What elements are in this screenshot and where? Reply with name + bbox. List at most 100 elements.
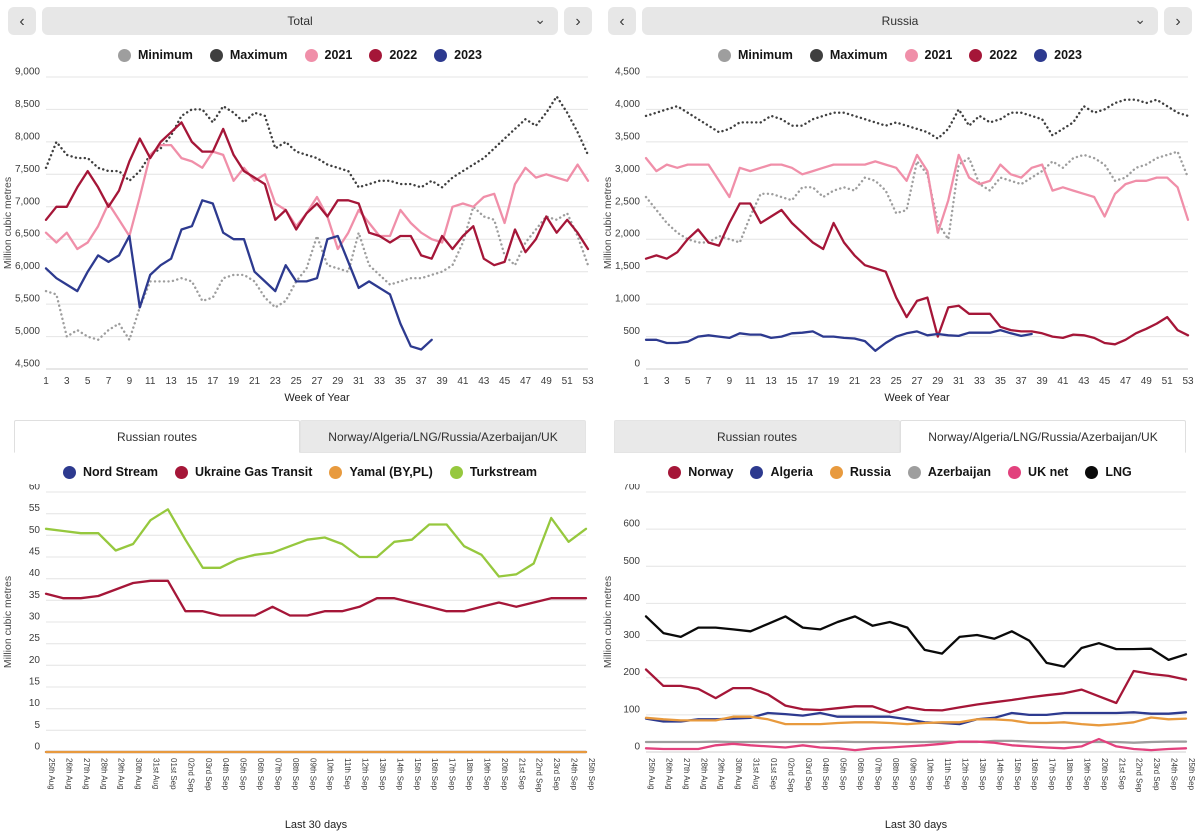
svg-text:5,000: 5,000 <box>15 326 40 337</box>
svg-text:11th Sep: 11th Sep <box>343 758 352 790</box>
svg-text:29th Aug: 29th Aug <box>117 758 126 790</box>
svg-text:18th Sep: 18th Sep <box>465 758 474 791</box>
chart-canvas-russia: 0 500 1,000 1,500 2,000 2,500 3,000 3,500 4,000 4… <box>602 67 1194 404</box>
legend-item-label: Norway <box>688 465 734 479</box>
region-dropdown-russia[interactable]: Russia ⌄ <box>642 7 1158 35</box>
svg-text:5: 5 <box>85 376 91 387</box>
chart-canvas-routes: 0 5 10 15 20 25 30 35 40 45 50 55 60 25th Aug 26th Aug… <box>2 484 596 831</box>
svg-text:1: 1 <box>43 376 49 387</box>
legend-item[interactable]: Turkstream <box>449 465 537 479</box>
legend-item[interactable]: 2023 <box>434 48 482 62</box>
svg-text:16th Sep: 16th Sep <box>430 758 439 791</box>
panel-sources: Russian routes Norway/Algeria/LNG/Russia… <box>600 420 1200 835</box>
tab-norway-algeria-lng[interactable]: Norway/Algeria/LNG/Russia/Azerbaijan/UK <box>900 420 1186 453</box>
svg-text:4,000: 4,000 <box>615 99 640 110</box>
svg-text:49: 49 <box>541 376 553 387</box>
next-region-button[interactable]: › <box>1164 7 1192 35</box>
legend-item-label: Azerbaijan <box>927 465 992 479</box>
svg-text:07th Sep: 07th Sep <box>274 758 283 791</box>
svg-text:37: 37 <box>1016 376 1028 387</box>
legend-item[interactable]: UK net <box>1008 465 1068 479</box>
legend-item[interactable]: Ukraine Gas Transit <box>175 465 312 479</box>
prev-region-button[interactable]: ‹ <box>8 7 36 35</box>
svg-text:3: 3 <box>64 376 70 387</box>
legend-item-label: 2022 <box>989 48 1018 62</box>
svg-text:10th Sep: 10th Sep <box>926 758 935 791</box>
legend-dot-icon <box>1034 48 1048 62</box>
svg-text:0: 0 <box>634 742 640 753</box>
svg-text:6,000: 6,000 <box>15 261 40 272</box>
legend-item[interactable]: Minimum <box>118 48 193 62</box>
svg-text:08th Sep: 08th Sep <box>291 758 300 791</box>
svg-text:200: 200 <box>623 667 640 678</box>
svg-text:2,000: 2,000 <box>615 229 640 240</box>
svg-text:27th Aug: 27th Aug <box>682 758 691 790</box>
svg-text:31st Aug: 31st Aug <box>152 758 161 789</box>
legend-item[interactable]: 2021 <box>304 48 353 62</box>
legend-dot-icon <box>329 465 343 479</box>
legend-item[interactable]: 2023 <box>1034 48 1082 62</box>
tab-russian-routes[interactable]: Russian routes <box>14 420 300 453</box>
svg-text:33: 33 <box>974 376 986 387</box>
legend-item[interactable]: Russia <box>829 465 891 479</box>
legend-item[interactable]: Maximum <box>809 48 888 62</box>
svg-text:15: 15 <box>786 376 798 387</box>
svg-text:21st Sep: 21st Sep <box>517 758 526 790</box>
svg-text:31st Aug: 31st Aug <box>752 758 761 789</box>
legend-item[interactable]: Maximum <box>209 48 288 62</box>
svg-text:04th Sep: 04th Sep <box>221 758 230 791</box>
svg-text:9: 9 <box>727 376 733 387</box>
svg-text:17th Sep: 17th Sep <box>448 758 457 791</box>
region-dropdown-value: Total <box>287 14 313 28</box>
legend-item[interactable]: LNG <box>1085 465 1132 479</box>
region-dropdown-total[interactable]: Total ⌄ <box>42 7 558 35</box>
svg-text:25th Aug: 25th Aug <box>47 758 56 790</box>
legend-item-label: Turkstream <box>469 465 537 479</box>
legend-item-label: 2023 <box>454 48 482 62</box>
legend-item-label: 2022 <box>389 48 418 62</box>
legend-dot-icon <box>750 465 764 479</box>
next-region-button[interactable]: › <box>564 7 592 35</box>
legend-item-label: 2021 <box>324 48 353 62</box>
legend-item[interactable]: Minimum <box>718 48 793 62</box>
tab-russian-routes[interactable]: Russian routes <box>614 420 900 453</box>
prev-region-button[interactable]: ‹ <box>608 7 636 35</box>
legend-item[interactable]: Nord Stream <box>63 465 158 479</box>
legend-item[interactable]: Yamal (BY,PL) <box>329 465 433 479</box>
svg-text:23rd Sep: 23rd Sep <box>1152 758 1161 791</box>
legend-dot-icon <box>668 465 682 479</box>
tabbar-left: Russian routes Norway/Algeria/LNG/Russia… <box>14 420 586 453</box>
legend-item[interactable]: Algeria <box>750 465 813 479</box>
legend-item[interactable]: 2022 <box>969 48 1017 62</box>
svg-text:24th Sep: 24th Sep <box>1170 758 1179 791</box>
svg-text:100: 100 <box>623 704 640 715</box>
svg-text:10th Sep: 10th Sep <box>326 758 335 791</box>
svg-text:43: 43 <box>1078 376 1090 387</box>
legend-dot-icon <box>434 48 448 62</box>
chevron-down-icon: ⌄ <box>534 11 546 28</box>
legend-dot-icon <box>63 465 76 479</box>
svg-text:11th Sep: 11th Sep <box>943 758 952 790</box>
tab-norway-algeria-lng[interactable]: Norway/Algeria/LNG/Russia/Azerbaijan/UK <box>300 420 586 453</box>
legend-dot-icon <box>1008 465 1022 479</box>
svg-text:14th Sep: 14th Sep <box>995 758 1004 791</box>
legend-item[interactable]: 2021 <box>904 48 952 62</box>
legend-item-label: Yamal (BY,PL) <box>349 465 433 479</box>
svg-text:7,000: 7,000 <box>15 196 40 207</box>
svg-text:53: 53 <box>1182 376 1194 387</box>
svg-text:Million cubic metres: Million cubic metres <box>602 576 614 668</box>
svg-text:Last 30 days: Last 30 days <box>285 819 348 831</box>
legend-item[interactable]: 2022 <box>369 48 417 62</box>
svg-text:04th Sep: 04th Sep <box>821 758 830 791</box>
svg-text:30th Aug: 30th Aug <box>134 758 143 790</box>
legend-item[interactable]: Norway <box>668 465 733 479</box>
svg-text:40: 40 <box>29 568 41 579</box>
svg-text:12th Sep: 12th Sep <box>361 758 370 791</box>
svg-text:11: 11 <box>145 376 156 387</box>
svg-text:21: 21 <box>249 376 261 387</box>
svg-text:18th Sep: 18th Sep <box>1065 758 1074 791</box>
legend-item[interactable]: Azerbaijan <box>907 465 992 479</box>
svg-text:400: 400 <box>623 593 640 604</box>
svg-text:0: 0 <box>634 359 640 370</box>
legend-dot-icon <box>304 48 318 62</box>
